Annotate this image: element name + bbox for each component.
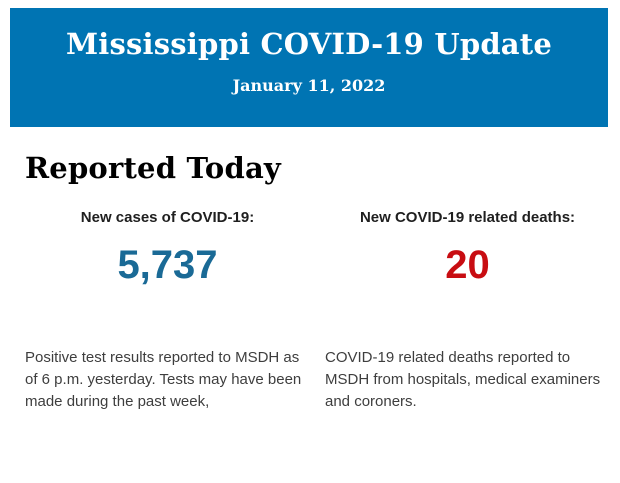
stat-new-cases: New cases of COVID-19: 5,737 Positive te… bbox=[25, 209, 310, 413]
header-banner: Mississippi COVID-19 Update January 11, … bbox=[10, 8, 608, 127]
stat-new-cases-description: Positive test results reported to MSDH a… bbox=[25, 349, 302, 410]
report-body: Reported Today New cases of COVID-19: 5,… bbox=[0, 148, 620, 413]
stat-new-cases-label: New cases of COVID-19: bbox=[80, 209, 255, 226]
header-date: January 11, 2022 bbox=[232, 76, 386, 95]
section-heading: Reported Today bbox=[25, 151, 281, 185]
stat-new-deaths-label: New COVID-19 related deaths: bbox=[359, 209, 576, 226]
stat-new-deaths-description: COVID-19 related deaths reported to MSDH… bbox=[325, 349, 601, 410]
stats-grid: New cases of COVID-19: 5,737 Positive te… bbox=[25, 209, 610, 413]
page-title: Mississippi COVID-19 Update bbox=[65, 27, 553, 61]
stat-new-deaths-value: 20 bbox=[445, 243, 490, 287]
covid-update-bulletin: Mississippi COVID-19 Update January 11, … bbox=[0, 8, 620, 483]
stat-new-deaths: New COVID-19 related deaths: 20 COVID-19… bbox=[325, 209, 610, 413]
stat-new-cases-value: 5,737 bbox=[117, 243, 218, 287]
